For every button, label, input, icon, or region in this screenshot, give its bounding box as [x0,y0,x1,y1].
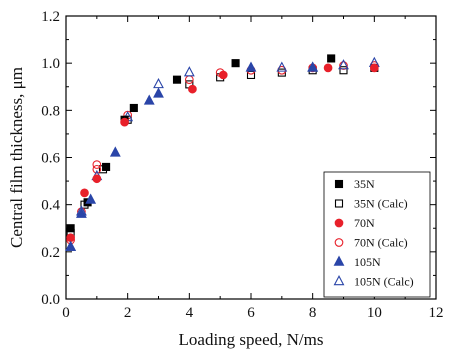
data-point [80,188,89,198]
data-point [184,75,194,85]
legend-label: 70N (Calc) [354,236,408,250]
y-axis-label: Central film thickness, μm [7,67,26,248]
x-tick-label: 0 [62,305,70,321]
legend-label: 105N [354,255,381,269]
legend-label: 70N [354,216,375,230]
x-tick-label: 2 [124,305,132,321]
data-point [307,61,319,72]
series-70n [66,63,379,243]
data-point [66,233,75,243]
legend-marker [334,238,344,247]
legend-label: 35N (Calc) [354,197,408,211]
legend-label: 105N (Calc) [354,275,414,289]
data-point [92,174,102,184]
data-point [172,75,182,84]
data-point [85,193,97,204]
data-point [129,103,138,113]
y-tick-label: 0.4 [41,198,60,214]
y-tick-label: 1.0 [41,56,60,72]
y-tick-label: 0.2 [41,245,60,261]
legend: 35N 35N (Calc) 70N 70N (Calc) 105N 105N (Calc… [323,171,431,298]
data-point [276,61,288,72]
data-point [143,94,155,105]
axis-ticks: 0 2 4 6 8 10 12 0.0 0.2 0.4 0.6 0.8 1.0 1.2 [41,9,443,321]
legend-marker [334,218,344,228]
data-point [65,240,77,251]
data-point [245,61,257,72]
data-point [188,84,197,94]
data-point [102,162,111,171]
data-point [323,63,333,73]
y-tick-label: 0.0 [41,292,60,308]
legend-marker [334,199,344,208]
data-point [153,87,164,98]
x-tick-label: 8 [309,305,317,321]
data-point [339,66,348,75]
series-35n [66,54,336,233]
data-point [369,63,379,73]
data-point [327,54,336,63]
data-point [66,224,75,233]
data-points [65,54,380,251]
data-point [218,70,228,80]
data-point [231,59,240,68]
data-point [339,61,348,70]
data-point [92,160,102,169]
legend-box [323,171,431,298]
data-point [120,117,129,127]
x-tick-label: 6 [247,305,255,321]
legend-label: 35N [354,177,375,191]
data-point [338,59,349,70]
y-tick-label: 1.2 [41,9,60,25]
legend-marker [333,275,345,286]
data-point [76,207,87,218]
x-tick-label: 12 [429,305,444,321]
data-point [109,146,121,157]
series-105n [65,61,319,251]
x-tick-label: 4 [186,305,194,321]
y-tick-label: 0.6 [41,151,60,167]
x-axis-label: Loading speed, N/ms [179,330,324,349]
data-point [153,77,164,89]
legend-marker [334,179,344,189]
data-point [183,66,195,77]
x-tick-label: 10 [367,305,382,321]
legend-marker [333,255,345,266]
y-tick-label: 0.8 [41,103,60,119]
data-point [92,164,102,174]
